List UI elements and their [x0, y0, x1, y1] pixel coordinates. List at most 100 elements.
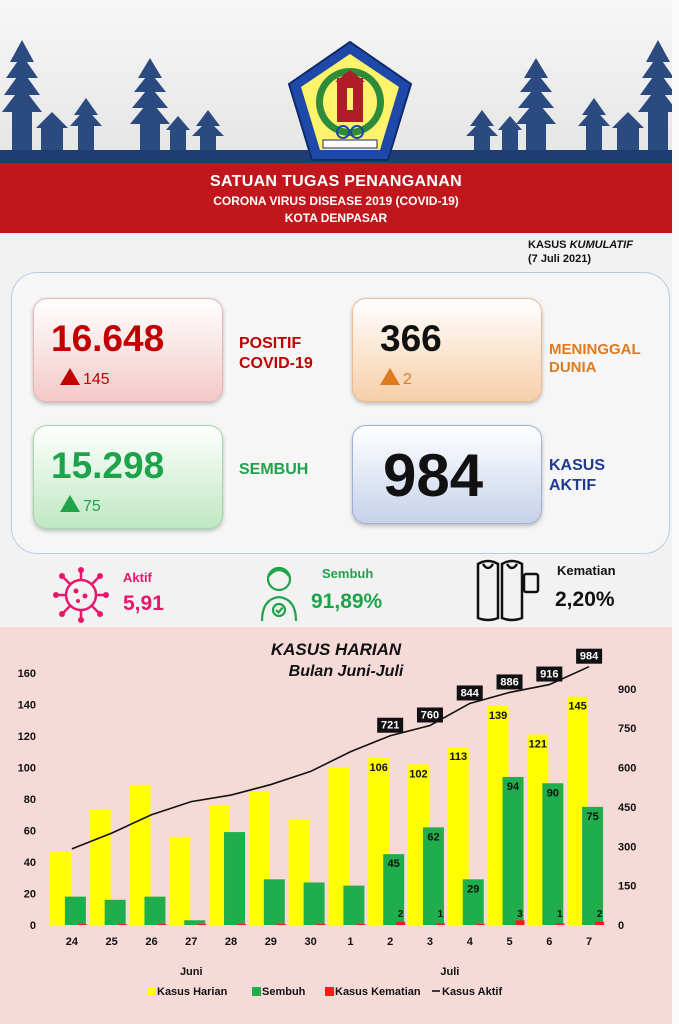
cumulative-italic: KUMULATIF — [569, 239, 633, 251]
bar-sembuh — [343, 885, 365, 925]
chart-title: KASUS HARIAN — [270, 640, 402, 659]
bar-sembuh — [502, 776, 524, 925]
bar-sembuh — [263, 879, 285, 925]
x-tick-label: 2 — [387, 936, 393, 948]
cumulative-prefix: KASUS — [528, 239, 567, 251]
label-sembuh: 62 — [427, 831, 439, 843]
denpasar-logo — [287, 40, 413, 161]
bar-kasus-harian — [129, 784, 151, 925]
x-tick-label: 1 — [347, 936, 353, 948]
header-subtitle: CORONA VIRUS DISEASE 2019 (COVID-19) — [213, 194, 459, 208]
left-tick-label: 20 — [24, 889, 36, 901]
label-kasus-kematian: 1 — [438, 909, 444, 920]
recovered-label: SEMBUH — [239, 461, 309, 478]
page-edge — [672, 0, 679, 1024]
death-label: MENINGGAL DUNIA — [549, 341, 641, 377]
x-tick-label: 27 — [185, 936, 197, 948]
month-label: Juli — [440, 966, 459, 978]
left-tick-label: 80 — [24, 794, 36, 806]
label-sembuh: 45 — [388, 858, 400, 870]
right-tick-label: 150 — [618, 881, 636, 893]
label-box-kasus-aktif — [416, 707, 443, 723]
rate-recovered-value: 91,89% — [311, 590, 383, 613]
label-kasus-harian: 102 — [409, 768, 427, 780]
x-tick-label: 26 — [145, 936, 157, 948]
bar-kasus-kematian — [515, 920, 525, 925]
bar-kasus-kematian — [237, 924, 247, 925]
bar-sembuh — [542, 783, 564, 925]
death-delta-value: 2 — [403, 371, 412, 388]
x-tick-label: 7 — [586, 936, 592, 948]
label-kasus-aktif: 984 — [580, 651, 599, 663]
label-kasus-harian: 121 — [529, 738, 547, 750]
up-arrow-icon — [60, 495, 80, 512]
bar-sembuh — [462, 879, 484, 925]
positive-delta-value: 145 — [83, 371, 110, 388]
label-box-kasus-aktif — [576, 648, 603, 664]
x-tick-label: 29 — [265, 936, 277, 948]
left-tick-label: 140 — [18, 700, 36, 712]
cumulative-label: KASUS KUMULATIF (7 Juli 2021) — [528, 238, 633, 266]
death-label-1: MENINGGAL — [549, 341, 641, 358]
legend-label: Sembuh — [262, 986, 306, 998]
bar-kasus-kematian — [356, 924, 366, 925]
positive-delta: 145 — [60, 368, 110, 389]
right-axis-ticks: 0 150 300 450 600 750 900 — [618, 684, 636, 932]
month-label: Juni — [180, 966, 203, 978]
label-kasus-harian: 106 — [369, 762, 387, 774]
shroud-icon — [476, 559, 540, 622]
label-box-kasus-aktif — [377, 717, 404, 733]
rate-death-value: 2,20% — [555, 588, 615, 611]
label-kasus-kematian: 3 — [517, 909, 523, 920]
header-city: KOTA DENPASAR — [284, 211, 388, 225]
recovered-person-icon — [260, 566, 298, 622]
rate-recovered-label: Sembuh — [322, 566, 374, 581]
label-sembuh: 75 — [586, 811, 598, 823]
positive-label-2: COVID-19 — [239, 355, 313, 372]
left-axis-ticks: 0 20 40 60 80 100 120 140 160 — [18, 668, 36, 932]
active-label: KASUS AKTIF — [549, 456, 605, 496]
label-kasus-harian: 113 — [449, 751, 467, 763]
x-tick-label: 3 — [427, 936, 433, 948]
active-label-1: KASUS — [549, 457, 606, 474]
label-kasus-aktif: 844 — [461, 687, 480, 699]
bar-kasus-kematian — [595, 921, 605, 925]
legend-swatch — [147, 987, 156, 996]
bar-kasus-kematian — [555, 923, 565, 925]
label-kasus-harian: 145 — [568, 701, 586, 713]
bar-kasus-harian — [89, 810, 111, 925]
recovered-value: 15.298 — [51, 445, 165, 486]
positive-label: POSITIF COVID-19 — [239, 334, 313, 374]
positive-card: 16.648 145 — [33, 298, 223, 402]
right-tick-label: 750 — [618, 723, 636, 735]
legend-swatch — [252, 987, 261, 996]
x-tick-label: 24 — [66, 936, 79, 948]
label-kasus-kematian: 1 — [557, 909, 563, 920]
up-arrow-icon — [60, 368, 80, 385]
label-kasus-aktif: 916 — [540, 669, 558, 681]
left-tick-label: 40 — [24, 857, 36, 869]
label-kasus-aktif: 721 — [381, 720, 399, 732]
death-value: 366 — [380, 318, 442, 359]
header-banner: SATUAN TUGAS PENANGANAN CORONA VIRUS DIS… — [0, 163, 672, 233]
label-box-kasus-aktif — [536, 666, 563, 682]
left-tick-label: 0 — [30, 920, 36, 932]
daily-cases-chart: 0 20 40 60 80 100 120 140 160 0 150 300 450 600 750 90… — [18, 648, 636, 998]
legend-swatch — [325, 987, 334, 996]
x-tick-label: 30 — [304, 936, 316, 948]
virus-icon — [53, 567, 109, 623]
right-tick-label: 300 — [618, 841, 636, 853]
bar-kasus-kematian — [276, 924, 286, 925]
x-tick-label: 4 — [467, 936, 474, 948]
death-delta: 2 — [380, 368, 412, 389]
bar-sembuh — [383, 854, 405, 925]
label-box-kasus-aktif — [456, 685, 483, 701]
label-sembuh: 90 — [547, 787, 559, 799]
bar-kasus-kematian — [197, 924, 207, 925]
bar-kasus-kematian — [316, 924, 326, 925]
line-kasus-aktif — [71, 665, 590, 850]
bar-kasus-harian — [169, 836, 191, 925]
label-kasus-aktif: 886 — [500, 676, 518, 688]
right-tick-label: 0 — [618, 920, 624, 932]
bar-sembuh — [104, 899, 126, 925]
